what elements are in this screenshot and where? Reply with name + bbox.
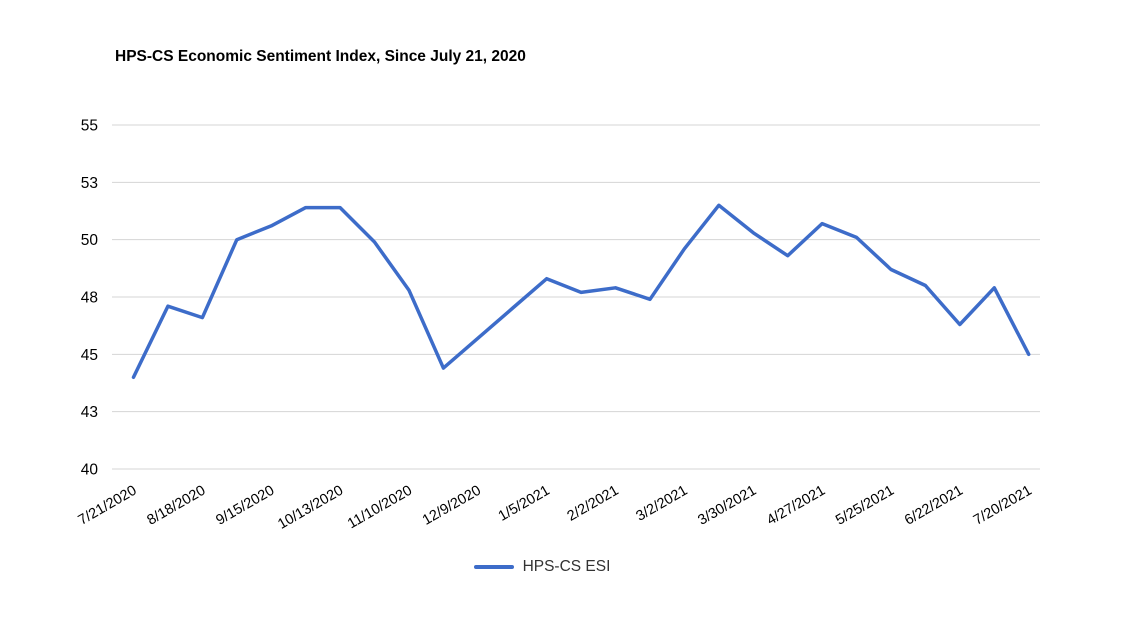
legend-label: HPS-CS ESI: [522, 558, 611, 575]
x-axis-tick-label: 8/18/2020: [144, 483, 208, 529]
x-axis-tick-label: 1/5/2021: [496, 483, 553, 525]
x-axis-tick-label: 9/15/2020: [213, 483, 277, 529]
y-axis-tick-label: 53: [81, 175, 98, 192]
legend-line-swatch: [473, 565, 514, 569]
y-axis-tick-label: 43: [81, 404, 98, 421]
x-axis-tick-label: 5/25/2021: [833, 483, 897, 529]
x-axis-tick-label: 12/9/2020: [420, 483, 484, 529]
x-axis-tick-label: 4/27/2021: [764, 483, 828, 529]
y-axis-tick-label: 40: [81, 462, 99, 479]
y-axis-tick-label: 50: [81, 232, 99, 249]
x-axis-tick-label: 10/13/2020: [275, 483, 346, 533]
x-axis-tick-label: 7/21/2020: [76, 483, 140, 529]
chart-title: HPS-CS Economic Sentiment Index, Since J…: [115, 48, 526, 65]
x-axis-tick-label: 3/30/2021: [695, 483, 759, 529]
y-axis-tick-label: 45: [81, 347, 98, 364]
y-axis-tick-label: 48: [81, 290, 98, 307]
series-line: [131, 203, 1031, 380]
x-axis-tick-label: 11/10/2020: [345, 483, 415, 533]
x-axis-tick-label: 7/20/2021: [971, 483, 1035, 529]
x-axis-tick-label: 3/2/2021: [634, 483, 691, 525]
x-axis-tick-label: 6/22/2021: [902, 483, 966, 529]
legend: HPS-CS ESI: [0, 558, 1126, 576]
x-axis-tick-label: 2/2/2021: [565, 483, 622, 525]
y-axis-tick-label: 55: [81, 118, 98, 135]
